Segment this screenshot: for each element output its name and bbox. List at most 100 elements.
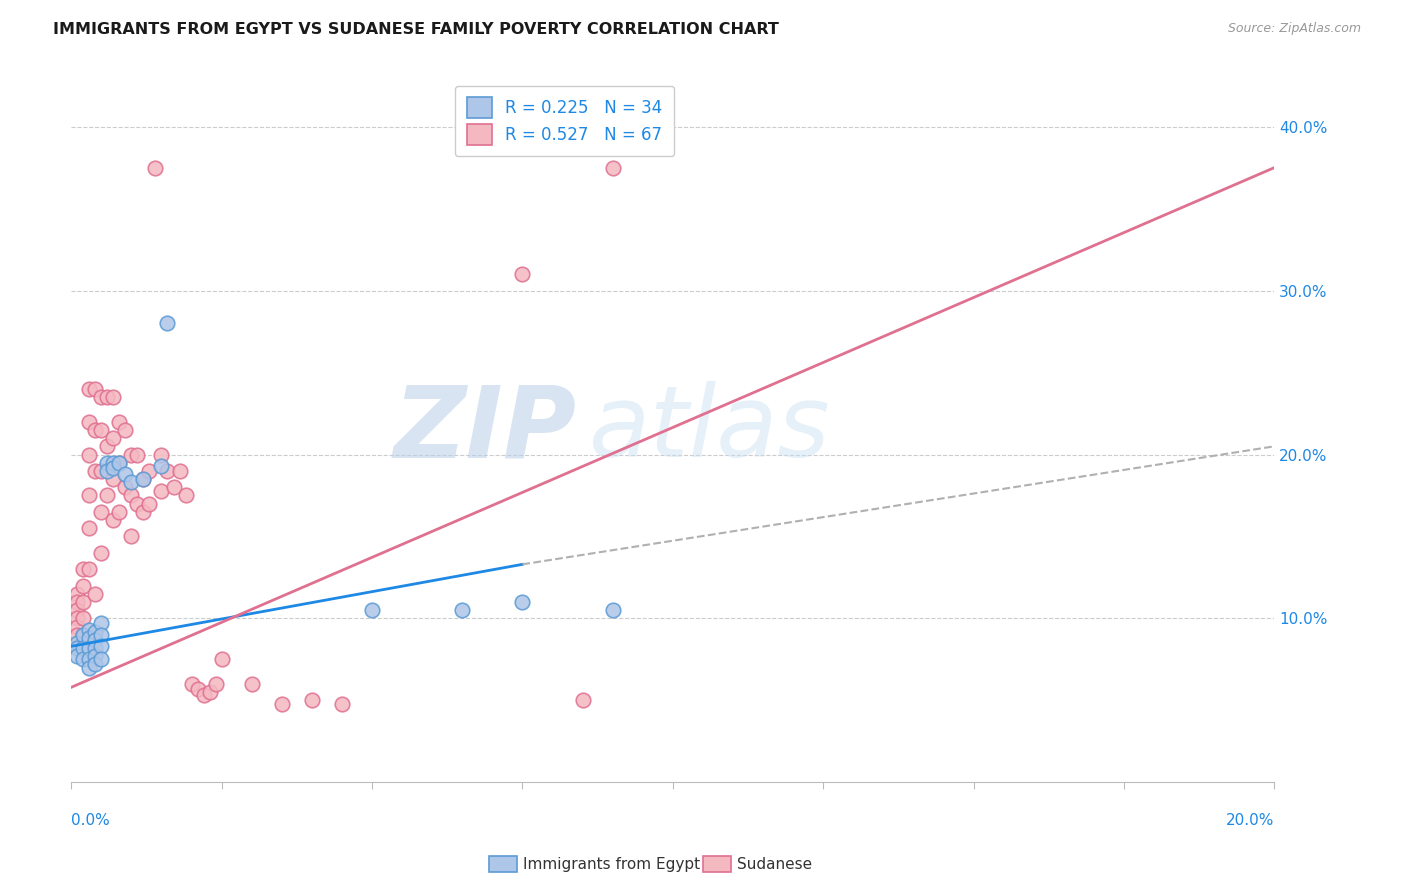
Point (96, 390, 118, 404)
Point (84, 649, 107, 664)
Point (79, 631, 101, 645)
Text: Source: ZipAtlas.com: Source: ZipAtlas.com (1227, 22, 1361, 36)
Point (132, 472, 155, 486)
Point (103, 456, 125, 470)
Point (127, 448, 149, 462)
Point (96, 456, 118, 470)
Point (72, 628, 94, 642)
Point (66, 640, 89, 655)
Point (169, 464, 191, 478)
Point (90, 390, 112, 404)
Point (84, 632, 107, 647)
Point (84, 640, 107, 655)
Point (211, 652, 233, 666)
Point (96, 464, 118, 478)
Point (103, 390, 125, 404)
Point (79, 521, 101, 535)
Point (198, 685, 221, 699)
Point (150, 458, 173, 473)
Point (84, 657, 107, 672)
Point (330, 697, 353, 711)
Point (120, 488, 142, 502)
Point (90, 423, 112, 437)
Point (120, 475, 142, 490)
Point (84, 624, 107, 639)
Point (138, 497, 160, 511)
Point (103, 431, 125, 445)
Point (187, 681, 209, 696)
Point (90, 546, 112, 560)
Point (90, 505, 112, 519)
Point (193, 689, 215, 703)
Point (108, 505, 131, 519)
Point (512, 267, 534, 281)
Point (204, 677, 226, 691)
Point (301, 693, 323, 707)
Point (79, 660, 101, 674)
Point (512, 595, 534, 609)
Text: 20.0%: 20.0% (1226, 813, 1274, 828)
Point (156, 464, 179, 478)
Point (103, 513, 125, 527)
Point (114, 423, 136, 437)
Point (103, 460, 125, 475)
Point (114, 467, 136, 482)
Point (66, 649, 89, 664)
Point (174, 488, 197, 502)
Point (108, 456, 131, 470)
Point (84, 587, 107, 601)
Point (240, 677, 263, 691)
Point (602, 161, 624, 175)
Point (138, 464, 160, 478)
Point (79, 448, 101, 462)
Point (602, 603, 624, 617)
Point (66, 628, 89, 642)
Point (72, 640, 94, 655)
Point (451, 603, 474, 617)
Point (90, 640, 112, 654)
Text: 0.0%: 0.0% (72, 813, 110, 828)
Point (72, 611, 94, 625)
Point (90, 628, 112, 642)
Point (103, 472, 125, 486)
Point (84, 423, 107, 437)
Point (361, 603, 384, 617)
Point (72, 562, 94, 576)
Point (66, 587, 89, 601)
Point (132, 505, 155, 519)
Point (270, 697, 292, 711)
Point (66, 611, 89, 625)
Point (127, 497, 149, 511)
Point (79, 488, 101, 502)
Point (84, 382, 107, 396)
Point (79, 652, 101, 666)
Text: Immigrants from Egypt: Immigrants from Egypt (523, 857, 700, 871)
Point (72, 652, 94, 666)
Point (120, 529, 142, 543)
Point (96, 488, 118, 502)
Point (84, 464, 107, 478)
Point (90, 652, 112, 666)
Point (79, 562, 101, 576)
Point (72, 628, 94, 642)
Point (156, 317, 179, 331)
Point (150, 448, 173, 462)
Point (180, 677, 202, 691)
Point (66, 603, 89, 617)
Point (72, 595, 94, 609)
Point (114, 480, 136, 494)
Point (79, 623, 101, 637)
Point (90, 464, 112, 478)
Point (571, 693, 593, 707)
Point (90, 616, 112, 631)
Point (72, 579, 94, 593)
Point (79, 640, 101, 655)
Text: Sudanese: Sudanese (737, 857, 811, 871)
Point (66, 595, 89, 609)
Point (132, 472, 155, 486)
Point (108, 415, 131, 429)
Point (145, 161, 167, 175)
Point (120, 448, 142, 462)
Point (79, 415, 101, 429)
Point (66, 636, 89, 650)
